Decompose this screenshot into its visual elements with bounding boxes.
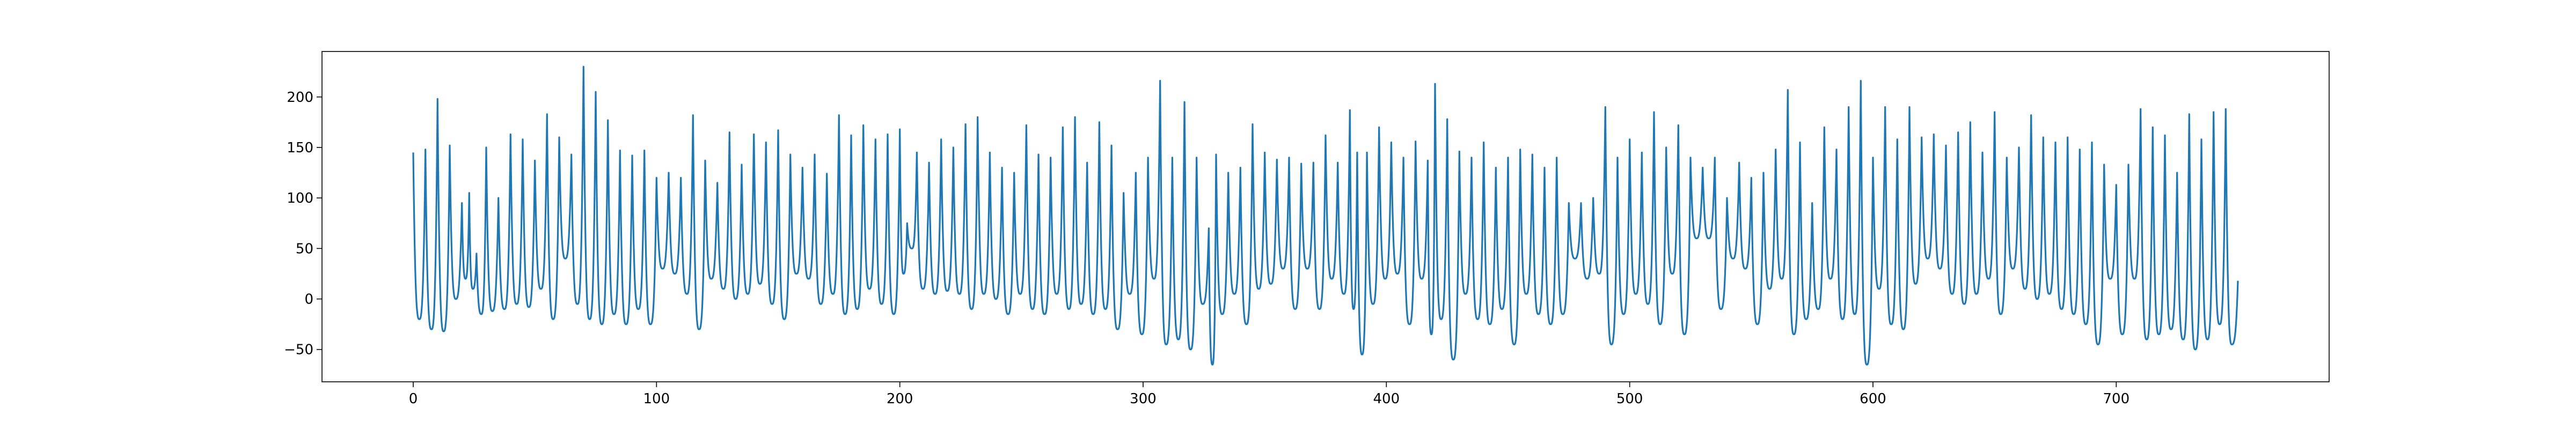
x-axis-ticks: 0 100 200 300 400 500 600 700	[409, 382, 2129, 407]
y-tick-label: 50	[296, 241, 313, 257]
y-tick-label: 200	[287, 90, 313, 106]
x-tick-label: 200	[887, 391, 913, 407]
x-tick-label: 500	[1616, 391, 1643, 407]
x-tick-label: 400	[1373, 391, 1400, 407]
y-tick-label: 150	[287, 140, 313, 156]
x-tick-label: 700	[2103, 391, 2130, 407]
y-tick-label: 100	[287, 190, 313, 206]
x-tick-label: 300	[1130, 391, 1157, 407]
y-tick-label: 0	[304, 292, 313, 308]
series-line	[412, 65, 2239, 366]
x-tick-label: 0	[409, 391, 418, 407]
plot-frame	[321, 51, 2330, 382]
y-axis-ticks: −50 0 50 100 150 200	[284, 90, 322, 358]
plot-lines	[412, 65, 2239, 366]
y-tick-label: −50	[284, 342, 313, 358]
x-tick-label: 100	[643, 391, 670, 407]
x-tick-label: 600	[1860, 391, 1886, 407]
